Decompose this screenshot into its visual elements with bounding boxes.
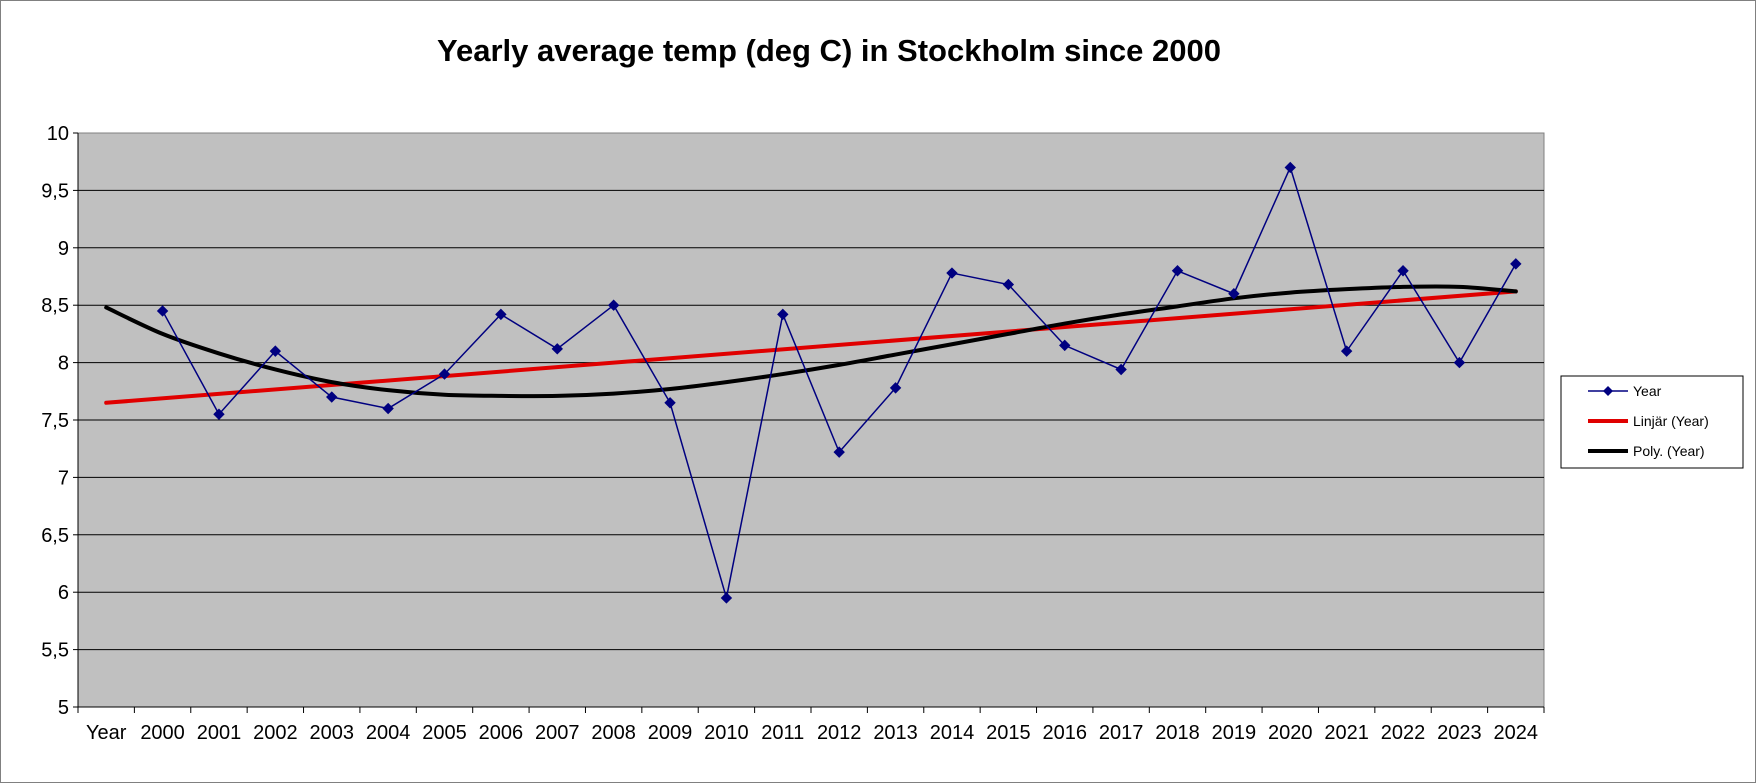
- data-point-marker: [946, 267, 958, 279]
- legend-label: Linjär (Year): [1633, 413, 1709, 429]
- legend-label: Poly. (Year): [1633, 443, 1705, 459]
- x-tick-label: 2024: [1494, 722, 1539, 744]
- data-point-marker: [607, 299, 620, 311]
- data-point-marker: [438, 368, 451, 380]
- data-point-marker: [1510, 258, 1522, 270]
- data-point-marker: [1340, 345, 1353, 357]
- x-tick-label: 2015: [986, 722, 1031, 744]
- x-tick-label: 2018: [1155, 722, 1200, 744]
- legend-swatch-marker: [1603, 386, 1613, 396]
- data-point-marker: [1171, 265, 1184, 277]
- data-point-marker: [1002, 278, 1015, 291]
- data-point-marker: [1397, 265, 1409, 277]
- y-tick-label: 6: [58, 582, 69, 604]
- y-tick-label: 5,5: [41, 640, 69, 662]
- y-tick-label: 8: [58, 353, 69, 375]
- plot-area: 10 9,5 9 8,5 8 7,5 7 6,5 6 5,5 5 Year 2000 2001 2002 20…: [41, 123, 1545, 744]
- x-tick-label: 2001: [197, 722, 242, 744]
- x-tick-label: 2019: [1212, 722, 1257, 744]
- x-tick-label: 2006: [479, 722, 524, 744]
- legend-label: Year: [1633, 383, 1662, 399]
- data-point-marker: [551, 343, 563, 355]
- data-point-marker: [1284, 161, 1296, 174]
- x-tick-label: 2017: [1099, 722, 1144, 744]
- x-tick-label: Year: [86, 722, 127, 744]
- data-point-marker: [833, 446, 845, 458]
- data-point-marker: [213, 408, 225, 420]
- data-point-marker: [156, 305, 169, 317]
- data-point-marker: [269, 345, 282, 357]
- data-point-marker: [889, 382, 902, 394]
- y-tick-label: 9,5: [41, 180, 69, 202]
- y-tick-label: 7,5: [41, 410, 69, 432]
- legend: Year Linjär (Year) Poly. (Year): [1560, 375, 1744, 469]
- data-point-marker: [495, 308, 507, 321]
- data-point-marker: [326, 391, 338, 403]
- x-tick-label: 2007: [535, 722, 580, 744]
- x-tick-label: 2008: [591, 722, 636, 744]
- x-tick-label: 2009: [648, 722, 693, 744]
- x-tick-label: 2011: [761, 722, 804, 744]
- x-tick-label: 2003: [309, 722, 354, 744]
- y-tick-label: 9: [58, 238, 69, 260]
- x-tick-label: 2000: [140, 722, 185, 744]
- y-tick-label: 5: [58, 697, 69, 719]
- poly-trendline: [104, 284, 1518, 399]
- data-point-marker: [1453, 356, 1466, 369]
- y-tick-label: 7: [58, 467, 69, 489]
- data-point-marker: [1059, 339, 1071, 352]
- x-tick-label: 2021: [1324, 722, 1369, 744]
- x-tick-label: 2014: [930, 722, 975, 744]
- data-point-marker: [720, 592, 733, 604]
- y-tick-label: 6,5: [41, 525, 69, 547]
- y-tick-label: 10: [47, 123, 69, 145]
- x-tick-label: 2023: [1437, 722, 1482, 744]
- x-tick-label: 2005: [422, 722, 467, 744]
- data-point-marker: [777, 308, 789, 321]
- y-tick-label: 8,5: [41, 295, 69, 317]
- x-tick-label: 2022: [1381, 722, 1426, 744]
- chart-title: Yearly average temp (deg C) in Stockholm…: [437, 33, 1221, 68]
- data-point-marker: [382, 402, 394, 415]
- x-tick-label: 2010: [704, 722, 749, 744]
- x-tick-label: 2016: [1042, 722, 1087, 744]
- x-tick-label: 2004: [366, 722, 411, 744]
- x-tick-label: 2020: [1268, 722, 1313, 744]
- data-point-marker: [664, 397, 676, 409]
- x-tick-label: 2002: [253, 722, 298, 744]
- data-point-marker: [1115, 363, 1127, 376]
- x-tick-label: 2013: [873, 722, 918, 744]
- data-point-marker: [1228, 288, 1240, 300]
- x-tick-label: 2012: [817, 722, 862, 744]
